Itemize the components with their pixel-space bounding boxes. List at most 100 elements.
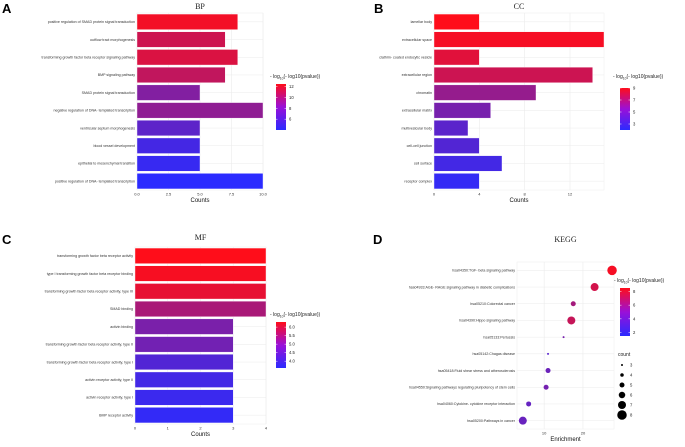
mf-x-tick-label: 4: [265, 426, 268, 431]
bp-category-label: epithelial to mesenchymal transition: [78, 162, 135, 166]
mf-x-tick-label: 2: [199, 426, 202, 431]
cc-bar: [433, 84, 537, 101]
kegg-category-label: hsa05200:Pathways in cancer: [467, 419, 516, 423]
mf-colorbar-label: 5.0: [289, 342, 295, 347]
kegg-point: [607, 265, 617, 276]
bp-colorbar-label: 6: [289, 117, 292, 122]
bp-category-label: BMP signaling pathway: [98, 73, 135, 77]
kegg-category-label: hsa05142:Chagas disease: [472, 352, 515, 356]
mf-panel-label: C: [2, 232, 12, 247]
mf-bar: [134, 283, 267, 300]
kegg-point: [567, 316, 576, 325]
kegg-point: [562, 336, 565, 339]
bp-title: BP: [195, 2, 205, 11]
mf-title: MF: [195, 233, 207, 242]
mf-colorbar: [276, 322, 286, 368]
bp-bar: [136, 137, 201, 154]
mf-legend-title: - log10(- log10(pvalue)): [270, 312, 321, 318]
mf-bar: [134, 265, 267, 282]
cc-bar: [433, 173, 480, 190]
bp-legend-title: - log10(- log10(pvalue)): [270, 74, 321, 80]
mf-category-label: activin binding: [110, 325, 133, 329]
bp-category-label: negative regulation of DNA- templated tr…: [53, 109, 135, 113]
mf-bar: [134, 371, 234, 388]
kegg-size-legend-label: 7: [630, 402, 633, 407]
cc-panel-label: B: [374, 1, 383, 16]
kegg-title: KEGG: [554, 235, 576, 244]
mf-category-label: SMAD binding: [110, 307, 133, 311]
cc-category-label: cell surface: [414, 162, 432, 166]
bp-bar: [136, 31, 226, 48]
bp-bar: [136, 13, 239, 30]
kegg-size-legend-label: 8: [630, 412, 633, 417]
kegg-category-label: hsa04933:AGE- RAGE signaling pathway in …: [409, 285, 515, 289]
kegg-point: [543, 384, 549, 390]
kegg-size-legend-title: count: [618, 352, 631, 358]
bp-colorbar-label: 10: [289, 95, 294, 100]
kegg-legend-title: - log10(- log10(pvalue)): [614, 278, 665, 284]
mf-colorbar-label: 5.5: [289, 333, 295, 338]
bp-bar: [136, 173, 264, 190]
bp-category-label: SMAD protein signal transduction: [82, 91, 135, 95]
cc-category-label: receptor complex: [404, 179, 432, 183]
cc-bar: [433, 155, 503, 172]
kegg-colorbar-label: 6: [633, 303, 636, 308]
kegg-category-label: hsa05133:Pertussis: [483, 335, 515, 339]
mf-bar: [134, 354, 234, 371]
bp-bar: [136, 155, 201, 172]
bp-category-label: outflow tract morphogenesis: [90, 38, 135, 42]
kegg-size-legend-dot: [617, 410, 627, 420]
cc-colorbar-label: 5: [633, 109, 636, 114]
kegg-plot-area: [516, 261, 615, 430]
mf-category-label: type I transforming growth factor beta r…: [47, 272, 133, 276]
cc-legend-title-rest: (- log10(pvalue)): [627, 74, 664, 80]
cc-colorbar-label: 7: [633, 97, 636, 102]
kegg-point: [590, 283, 599, 292]
kegg-size-legend-dot: [618, 391, 626, 399]
kegg-category-label: hsa04350:TGF- beta signaling pathway: [452, 269, 515, 273]
bp-bar: [136, 49, 239, 66]
bp-colorbar-label: 12: [289, 84, 294, 89]
mf-bar: [134, 300, 267, 317]
cc-colorbar-label: 3: [633, 121, 636, 126]
bp-category-label: positive regulation of SMAD protein sign…: [48, 20, 135, 24]
kegg-x-tick-label: 10: [542, 431, 547, 436]
mf-category-label: BMP receptor activity: [99, 413, 133, 417]
mf-bar: [134, 336, 234, 353]
cc-bar: [433, 31, 605, 48]
kegg-point: [545, 368, 551, 374]
kegg-size-legend-dot: [618, 401, 626, 409]
kegg-point: [570, 301, 576, 307]
cc-legend-title-sub: 10: [623, 76, 627, 80]
kegg-category-label: hsa05210:Colorectal cancer: [470, 302, 516, 306]
mf-colorbar-label: 4.0: [289, 359, 295, 364]
kegg-category-label: hsa04550:Signaling pathways regulating p…: [409, 385, 515, 389]
mf-category-label: transforming growth factor beta receptor…: [46, 343, 133, 347]
bp-bar: [136, 84, 201, 101]
cc-bar: [433, 137, 480, 154]
kegg-category-label: hsa04390:Hippo signaling pathway: [459, 319, 515, 323]
mf-bar: [134, 247, 267, 264]
kegg-x-tick-label: 20: [581, 431, 586, 436]
kegg-point: [518, 416, 527, 425]
mf-x-tick-label: 1: [167, 426, 170, 431]
cc-category-label: clathrin- coated endocytic vesicle: [379, 55, 432, 59]
cc-category-label: chromatin: [416, 91, 432, 95]
kegg-size-legend-dot: [619, 382, 625, 388]
mf-colorbar-label: 4.5: [289, 350, 295, 355]
bp-x-tick-label: 5.0: [197, 192, 203, 197]
cc-colorbar: [620, 88, 630, 130]
cc-x-tick-label: 12: [568, 192, 573, 197]
mf-category-label: activin receptor activity, type II: [85, 378, 133, 382]
cc-bar: [433, 13, 480, 30]
cc-legend-title: - log10(- log10(pvalue)): [613, 74, 664, 80]
mf-category-label: activin receptor activity, type I: [86, 396, 133, 400]
kegg-size-legend-label: 4: [630, 372, 633, 377]
cc-title: CC: [514, 2, 525, 11]
mf-bar: [134, 318, 234, 335]
kegg-colorbar-label: 2: [633, 330, 636, 335]
bp-colorbar: [276, 84, 286, 130]
mf-x-tick-label: 0: [134, 426, 137, 431]
kegg-category-label: hsa05418:Fluid shear stress and atherosc…: [438, 369, 516, 373]
